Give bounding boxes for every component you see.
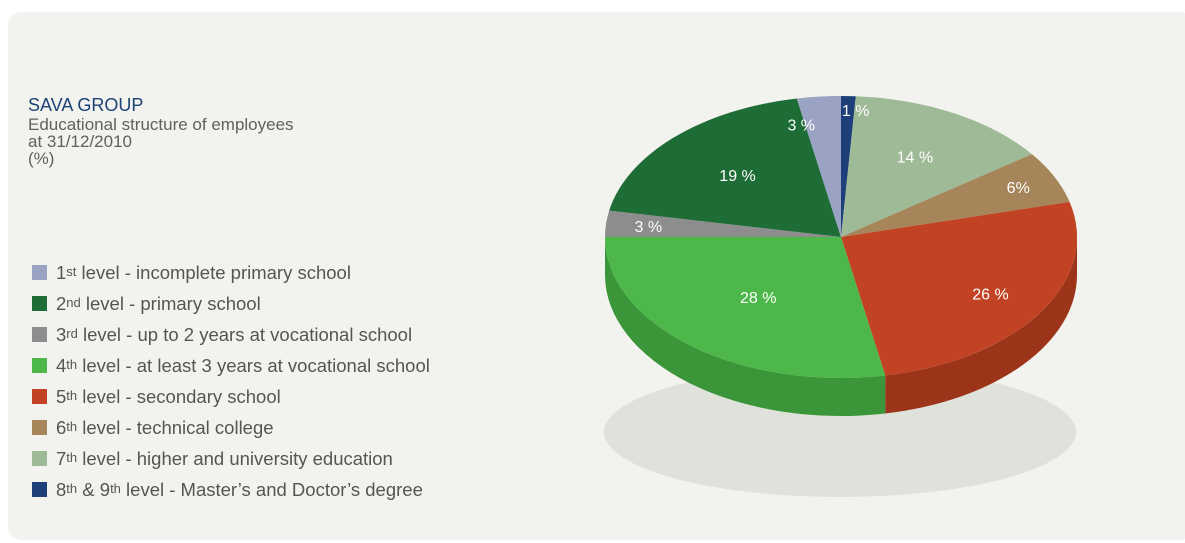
- pie-side-l4: [605, 237, 886, 416]
- legend-text-l3: level - up to 2 years at vocational scho…: [77, 323, 413, 345]
- pie-label-l8: 1 %: [842, 103, 870, 120]
- legend-num-l2: 2: [56, 292, 67, 314]
- legend-num-l1: 1: [56, 261, 67, 283]
- legend-swatch-l6: [32, 420, 47, 435]
- chart-title: SAVA GROUP: [28, 95, 144, 115]
- legend-swatch-l8: [32, 482, 47, 497]
- legend-num-l8: 8: [56, 478, 67, 500]
- pie-slice-l2: [609, 98, 841, 237]
- pie-slice-l1: [796, 96, 841, 237]
- legend-text-l6: level - technical college: [77, 416, 274, 438]
- legend-text-l8: level - Master’s and Doctor’s degree: [120, 478, 423, 500]
- pie-label-l3: 3 %: [635, 219, 663, 236]
- legend-num-l7: 7: [56, 447, 67, 469]
- chart-titles: SAVA GROUP Educational structure of empl…: [28, 94, 294, 167]
- pie-slice-l3: [605, 210, 841, 237]
- pie-shadow: [604, 367, 1076, 497]
- pie-label-l1: 3 %: [787, 118, 815, 135]
- pie-slice-l7: [841, 96, 1032, 237]
- legend-num-l5: 5: [56, 385, 67, 407]
- legend-swatch-l3: [32, 327, 47, 342]
- pie-labels: 1 % 14 % 6% 26 % 28 % 3 % 19 % 3 %: [635, 103, 1030, 307]
- pie-side-l5: [885, 237, 1077, 414]
- subtitle-line-3: (%): [28, 149, 55, 168]
- legend-text-l1: level - incomplete primary school: [76, 261, 351, 283]
- pie-tops: [605, 96, 1077, 378]
- subtitle-line-1: Educational structure of employees: [28, 115, 294, 134]
- pie-sides: [605, 237, 1077, 416]
- legend-swatch-l5: [32, 389, 47, 404]
- legend-swatch-l4: [32, 358, 47, 373]
- pie-slice-l4: [605, 237, 886, 378]
- legend-num-l6: 6: [56, 416, 67, 438]
- legend-num-l3: 3: [56, 323, 67, 345]
- legend-text-l5: level - secondary school: [77, 385, 281, 407]
- pie-label-l7: 14 %: [897, 150, 933, 167]
- legend-mid-l8: & 9: [77, 478, 111, 500]
- legend-text-l4: level - at least 3 years at vocational s…: [77, 354, 430, 376]
- pie-label-l4: 28 %: [740, 290, 776, 307]
- pie-label-l5: 26 %: [972, 287, 1008, 304]
- legend-text-l7: level - higher and university education: [77, 447, 393, 469]
- legend-swatch-l1: [32, 265, 47, 280]
- legend-swatch-l7: [32, 451, 47, 466]
- legend-text-l2: level - primary school: [80, 292, 261, 314]
- pie-slice-l6: [841, 154, 1070, 237]
- legend-swatch-l2: [32, 296, 47, 311]
- subtitle-line-2: at 31/12/2010: [28, 132, 132, 151]
- pie-slice-l8: [841, 96, 856, 237]
- pie-slice-l5: [841, 201, 1077, 376]
- pie-label-l2: 19 %: [719, 168, 755, 185]
- legend-num-l4: 4: [56, 354, 67, 376]
- pie-label-l6: 6%: [1007, 180, 1030, 197]
